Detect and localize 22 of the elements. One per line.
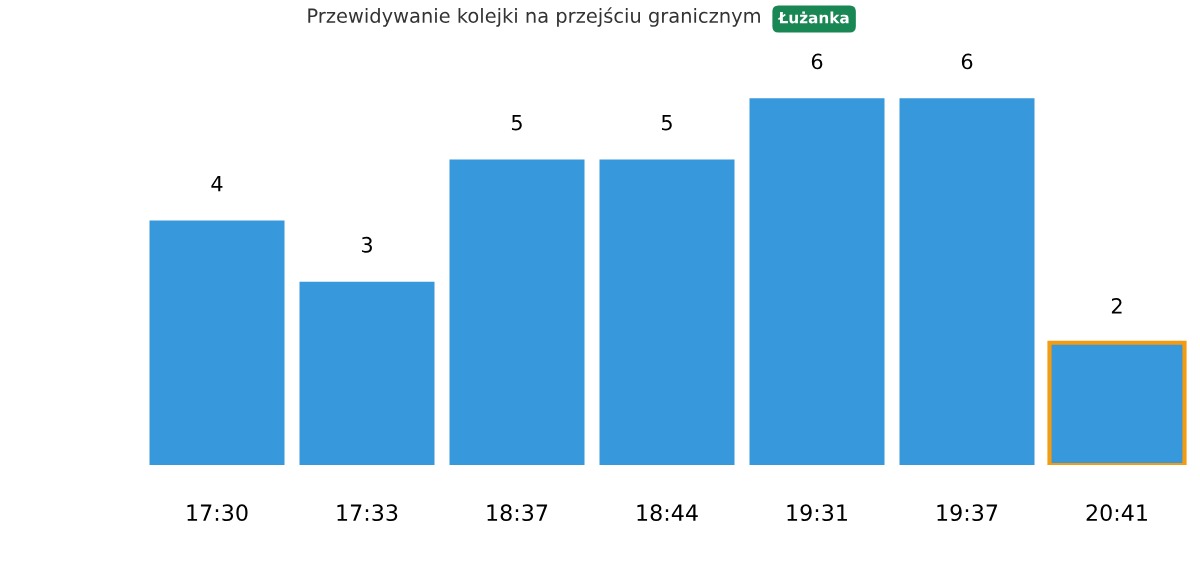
- data-label: 5: [511, 114, 522, 131]
- bar: [749, 98, 885, 465]
- chart-title: Przewidywanie kolejki na przejściu granicznym: [308, 7, 760, 27]
- x-tick-label: 20:41: [1086, 504, 1147, 522]
- x-tick-label: 18:37: [487, 504, 548, 522]
- x-tick-label: 19:31: [787, 504, 847, 522]
- bar: [449, 159, 585, 465]
- bar: [599, 159, 735, 465]
- bar: [899, 98, 1035, 465]
- x-tick-label: 17:30: [187, 504, 248, 522]
- data-label: 4: [211, 176, 223, 192]
- data-label: 6: [961, 53, 973, 70]
- chart-subtitle: Łużanka: [777, 11, 849, 24]
- x-tick-label: 18:44: [637, 504, 698, 522]
- data-label: 3: [361, 236, 372, 253]
- bar: [149, 220, 285, 465]
- x-tick-label: 19:37: [937, 504, 998, 522]
- data-label: 6: [811, 53, 823, 70]
- bar: [299, 281, 435, 465]
- data-label: 5: [661, 114, 672, 131]
- data-label: 2: [1111, 297, 1122, 314]
- x-tick-label: 17:33: [337, 504, 398, 522]
